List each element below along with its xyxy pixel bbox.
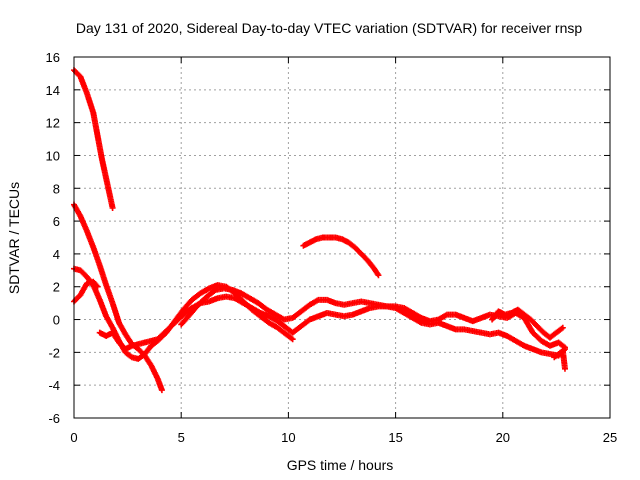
x-axis-label: GPS time / hours — [287, 457, 394, 473]
data-point — [94, 283, 101, 290]
data-points — [71, 67, 568, 394]
series-arc-e — [96, 293, 568, 359]
axis-ticks — [73, 56, 611, 419]
x-tick-label: 20 — [496, 430, 510, 445]
y-tick-label: -4 — [48, 378, 60, 393]
y-tick-label: 14 — [46, 83, 60, 98]
y-tick-label: 10 — [46, 148, 60, 163]
data-point — [158, 387, 165, 394]
x-tick-label: 15 — [388, 430, 402, 445]
y-tick-label: -6 — [48, 411, 60, 426]
chart-title: Day 131 of 2020, Sidereal Day-to-day VTE… — [76, 20, 582, 36]
y-axis-label: SDTVAR / TECUs — [6, 182, 22, 294]
y-tick-label: -2 — [48, 345, 60, 360]
y-tick-label: 8 — [53, 181, 60, 196]
x-tick-label: 25 — [603, 430, 617, 445]
series-arc-d — [71, 278, 101, 305]
y-tick-label: 0 — [53, 313, 60, 328]
series-arc-g — [178, 285, 568, 351]
x-tick-label: 10 — [281, 430, 295, 445]
series-arc-i — [551, 347, 568, 372]
y-tick-label: 16 — [46, 50, 60, 65]
data-point — [561, 344, 568, 351]
tick-labels: 0 5 10 15 20 25 -6 -4 -2 0 2 4 6 8 10 12 14 16 — [46, 50, 618, 445]
y-tick-label: 6 — [53, 214, 60, 229]
x-tick-label: 5 — [178, 430, 185, 445]
plot-frame — [73, 56, 611, 419]
data-point — [559, 324, 566, 331]
y-tick-label: 12 — [46, 116, 60, 131]
y-tick-label: 2 — [53, 280, 60, 295]
data-point — [375, 272, 382, 279]
grid — [74, 57, 610, 418]
series-arc-a — [71, 67, 116, 211]
series-arc-h — [489, 306, 566, 341]
series-arc-f — [300, 234, 382, 279]
data-point — [289, 336, 296, 343]
x-tick-label: 0 — [70, 430, 77, 445]
data-point — [561, 365, 568, 372]
y-tick-label: 4 — [53, 247, 60, 262]
data-point — [109, 204, 116, 211]
